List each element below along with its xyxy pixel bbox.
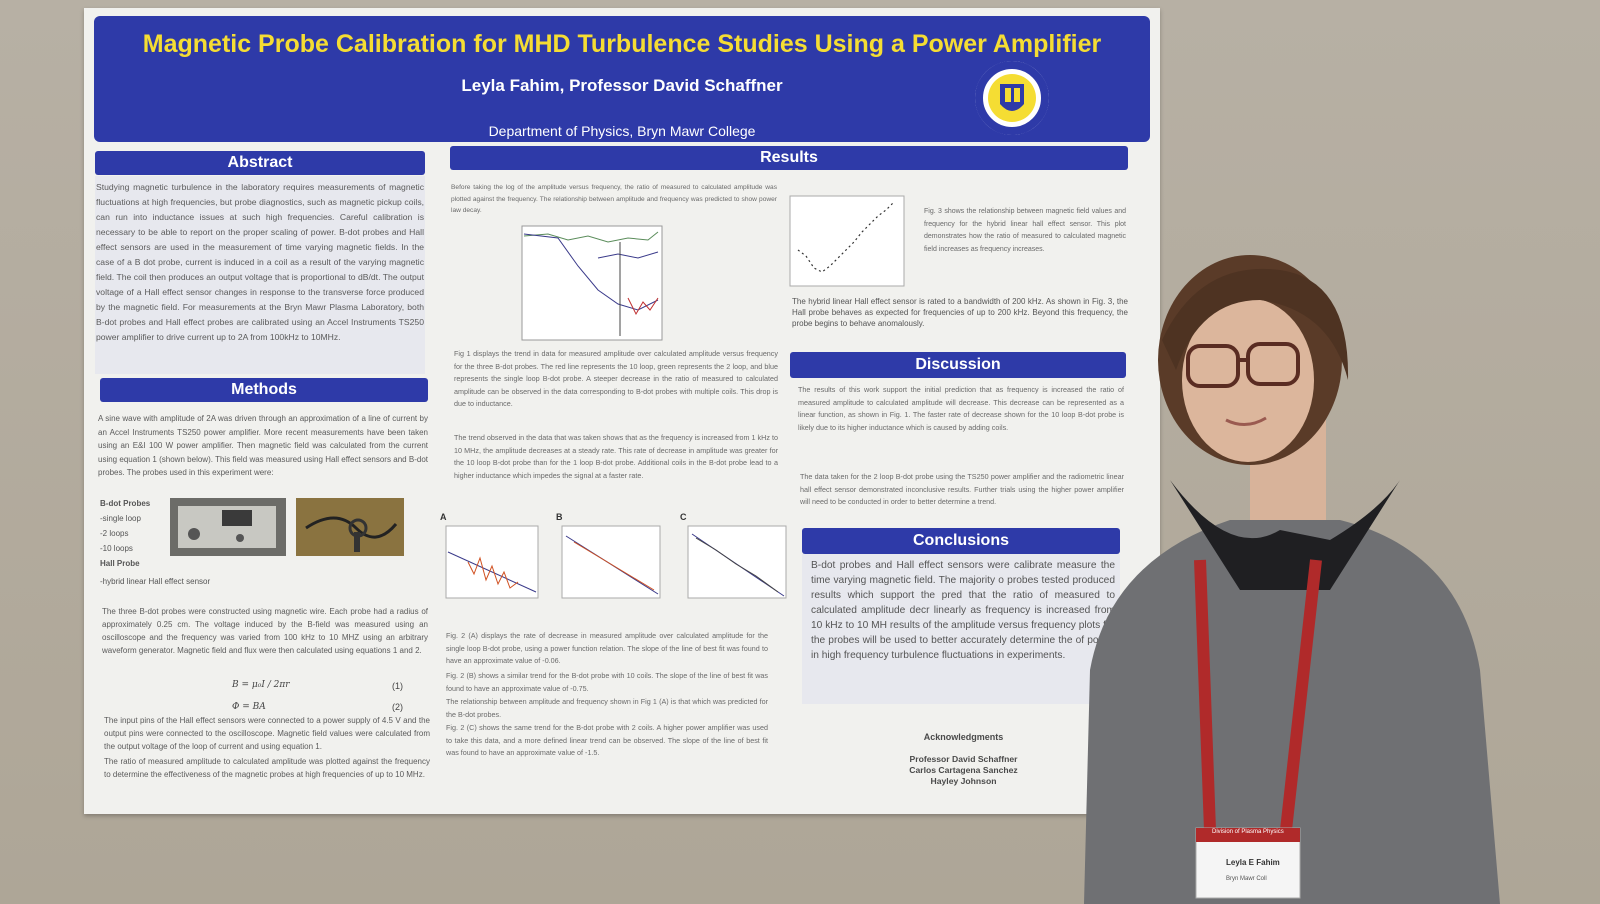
poster-department: Department of Physics, Bryn Mawr College	[488, 123, 756, 139]
equation-1: B = μ₀I / 2πr	[232, 680, 290, 690]
equation-1-number: (1)	[392, 681, 403, 691]
figure-2a-plot	[445, 525, 539, 599]
probe-list-item: B-dot Probes	[100, 499, 151, 508]
figure-2c-caption: Fig. 2 (C) shows the same trend for the …	[446, 723, 768, 758]
figure-2b-caption: Fig. 2 (B) shows a similar trend for the…	[446, 671, 768, 693]
results-trend-text: The trend observed in the data that was …	[454, 433, 778, 480]
results-intro-text: Before taking the log of the amplitude v…	[451, 184, 777, 214]
figure-3-plot	[789, 195, 905, 287]
bryn-mawr-seal-icon	[975, 61, 1049, 135]
discussion-heading: Discussion	[790, 352, 1126, 378]
poster-title: Magnetic Probe Calibration for MHD Turbu…	[142, 30, 1102, 58]
acknowledgment-name: Carlos Cartagena Sanchez	[909, 765, 1018, 775]
abstract-text: Studying magnetic turbulence in the labo…	[96, 182, 424, 342]
name-badge: Division of Plasma Physics Leyla E Fahim…	[1196, 828, 1300, 898]
probe-list-item: Hall Probe	[100, 559, 140, 568]
abstract-panel	[95, 176, 425, 374]
figure-1-caption: Fig 1 displays the trend in data for mea…	[454, 349, 778, 409]
probe-list-item: -2 loops	[100, 529, 129, 538]
hall-sensor-text: The hybrid linear Hall effect sensor is …	[792, 297, 1128, 328]
presenter-person	[1084, 255, 1500, 904]
badge-header: Division of Plasma Physics	[1212, 829, 1284, 835]
figure-1-plot	[521, 225, 663, 341]
discussion-text-2: The data taken for the 2 loop B-dot prob…	[800, 472, 1124, 507]
probe-photo	[296, 498, 404, 556]
probe-list-item: -10 loops	[100, 544, 133, 553]
acknowledgments-names: Professor David Schaffner Carlos Cartage…	[822, 754, 1105, 787]
conclusions-panel	[802, 554, 1120, 704]
acknowledgment-name: Professor David Schaffner	[909, 754, 1018, 764]
poster-authors: Leyla Fahim, Professor David Schaffner	[461, 76, 783, 95]
abstract-heading: Abstract	[95, 151, 425, 175]
methods-text-ratio: The ratio of measured amplitude to calcu…	[104, 757, 430, 779]
methods-heading: Methods	[100, 378, 428, 402]
poster-banner: Magnetic Probe Calibration for MHD Turbu…	[94, 16, 1150, 142]
figure-2c-plot	[687, 525, 787, 599]
conclusions-text: B-dot probes and Hall effect sensors wer…	[811, 560, 1115, 661]
conclusions-heading: Conclusions	[802, 528, 1120, 554]
acknowledgments-heading: Acknowledgments	[923, 732, 1004, 742]
figure-2b-plot	[561, 525, 661, 599]
equation-2-number: (2)	[392, 702, 403, 712]
badge-name: Leyla E Fahim	[1226, 858, 1280, 867]
results-heading: Results	[450, 146, 1128, 170]
amplifier-photo	[170, 498, 286, 556]
acknowledgment-name: Hayley Johnson	[930, 776, 997, 786]
methods-text-hall: The input pins of the Hall effect sensor…	[104, 716, 430, 751]
methods-text-construction: The three B-dot probes were constructed …	[102, 607, 428, 655]
discussion-text-1: The results of this work support the ini…	[798, 385, 1124, 432]
figure-2-panel-label: A	[440, 512, 447, 522]
figure-2-panel-label: C	[680, 512, 687, 522]
research-poster: Magnetic Probe Calibration for MHD Turbu…	[84, 8, 1160, 814]
figure-2-relationship-text: The relationship between amplitude and f…	[446, 697, 768, 719]
probe-list-item: -hybrid linear Hall effect sensor	[100, 577, 211, 586]
figure-2-panel-label: B	[556, 512, 563, 522]
badge-school: Bryn Mawr Coll	[1226, 876, 1267, 882]
figure-2a-caption: Fig. 2 (A) displays the rate of decrease…	[446, 631, 768, 666]
equation-2: Φ = BA	[232, 702, 266, 712]
probe-list-item: -single loop	[100, 514, 141, 523]
methods-text-intro: A sine wave with amplitude of 2A was dri…	[98, 414, 428, 477]
figure-3-caption: Fig. 3 shows the relationship between ma…	[924, 208, 1126, 253]
